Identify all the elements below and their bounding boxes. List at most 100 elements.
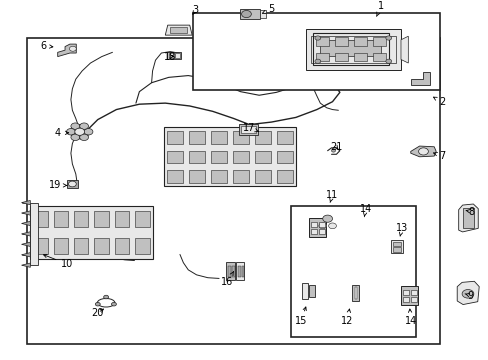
Bar <box>189 170 204 183</box>
Circle shape <box>241 10 251 18</box>
Bar <box>372 53 385 61</box>
Text: 8: 8 <box>465 207 474 216</box>
Bar <box>115 211 129 227</box>
Bar <box>392 247 401 252</box>
Text: 5: 5 <box>262 4 274 14</box>
Text: 4: 4 <box>55 128 68 138</box>
Polygon shape <box>410 146 435 157</box>
Bar <box>135 211 149 227</box>
Text: 14: 14 <box>404 309 416 327</box>
Circle shape <box>385 59 391 63</box>
Bar <box>354 287 356 299</box>
Bar <box>33 211 47 227</box>
Text: 15: 15 <box>294 307 306 327</box>
Bar <box>242 266 244 276</box>
Bar <box>167 52 181 59</box>
Circle shape <box>75 128 84 135</box>
Bar <box>334 37 347 46</box>
Bar <box>390 240 403 253</box>
Bar <box>54 238 68 254</box>
Bar <box>211 131 226 144</box>
Bar <box>310 36 395 63</box>
Bar <box>255 170 270 183</box>
Bar <box>241 126 255 133</box>
Text: 18: 18 <box>163 51 176 62</box>
Circle shape <box>318 223 326 229</box>
Circle shape <box>461 289 473 298</box>
Bar <box>308 285 314 297</box>
Polygon shape <box>165 25 192 35</box>
Polygon shape <box>21 253 30 257</box>
Bar <box>163 127 295 186</box>
Bar <box>170 27 187 33</box>
Bar <box>318 229 324 234</box>
Bar <box>211 170 226 183</box>
Circle shape <box>314 36 320 40</box>
Bar <box>410 289 416 294</box>
Bar <box>277 170 292 183</box>
Circle shape <box>71 134 80 140</box>
Bar <box>232 266 234 276</box>
Bar <box>94 238 108 254</box>
Text: 20: 20 <box>91 308 104 318</box>
Bar <box>255 151 270 163</box>
Bar <box>308 218 325 237</box>
Polygon shape <box>21 211 30 215</box>
Text: 3: 3 <box>192 5 198 15</box>
Bar <box>311 229 317 234</box>
Bar <box>410 297 416 302</box>
Text: 10: 10 <box>43 255 74 269</box>
Text: 13: 13 <box>395 223 407 236</box>
Bar <box>169 53 174 58</box>
Bar <box>403 297 408 302</box>
Circle shape <box>66 129 75 135</box>
Bar <box>30 206 152 259</box>
Bar <box>316 53 328 61</box>
Bar <box>115 238 129 254</box>
Bar <box>167 131 182 144</box>
Polygon shape <box>21 263 30 267</box>
Text: 11: 11 <box>325 190 338 202</box>
Bar <box>228 266 230 276</box>
Text: 1: 1 <box>376 1 384 16</box>
Circle shape <box>95 302 100 306</box>
Bar <box>135 238 149 254</box>
Bar <box>302 283 307 299</box>
Circle shape <box>418 148 427 155</box>
Text: 2: 2 <box>433 97 445 107</box>
Polygon shape <box>21 232 30 236</box>
Circle shape <box>322 215 332 222</box>
Circle shape <box>111 302 116 306</box>
Circle shape <box>68 181 76 187</box>
Polygon shape <box>456 281 478 305</box>
Text: 6: 6 <box>40 41 53 51</box>
Circle shape <box>80 134 88 140</box>
Bar <box>372 37 385 46</box>
Bar <box>311 221 317 226</box>
Bar <box>462 208 473 228</box>
Text: 7: 7 <box>433 151 445 161</box>
Text: 16: 16 <box>221 272 233 287</box>
Bar <box>225 262 234 279</box>
Bar <box>260 10 265 18</box>
Bar <box>233 151 248 163</box>
Bar <box>238 124 258 135</box>
Bar <box>238 266 240 276</box>
Bar <box>175 53 180 58</box>
Bar <box>233 131 248 144</box>
Polygon shape <box>21 201 30 205</box>
Bar <box>392 242 401 246</box>
Bar <box>316 37 328 46</box>
Bar <box>66 180 78 188</box>
Circle shape <box>69 46 76 51</box>
Bar <box>400 286 417 305</box>
Bar <box>255 131 270 144</box>
Bar <box>193 13 439 90</box>
Bar <box>312 33 388 65</box>
Bar <box>305 29 400 70</box>
Bar <box>33 238 47 254</box>
Text: 21: 21 <box>329 142 342 152</box>
Polygon shape <box>458 204 477 232</box>
Polygon shape <box>410 72 429 85</box>
Bar <box>235 262 244 279</box>
